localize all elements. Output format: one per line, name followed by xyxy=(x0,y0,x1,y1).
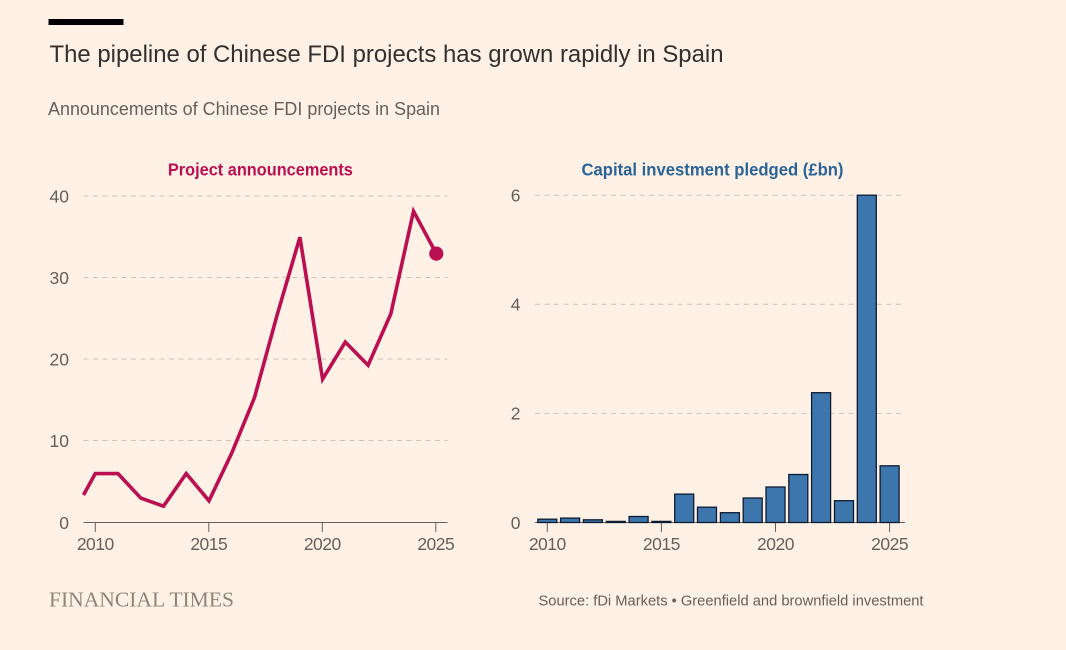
svg-text:40: 40 xyxy=(50,186,70,206)
svg-text:2020: 2020 xyxy=(757,534,795,554)
svg-text:The pipeline of Chinese FDI pr: The pipeline of Chinese FDI projects has… xyxy=(50,41,724,68)
svg-text:2025: 2025 xyxy=(871,534,908,554)
svg-text:6: 6 xyxy=(511,186,521,206)
svg-text:Source: fDi Markets • Greenfie: Source: fDi Markets • Greenfield and bro… xyxy=(539,594,924,610)
svg-text:20: 20 xyxy=(50,349,70,369)
svg-text:4: 4 xyxy=(511,295,521,315)
svg-text:FINANCIAL TIMES: FINANCIAL TIMES xyxy=(49,588,234,612)
svg-text:Project announcements: Project announcements xyxy=(168,159,353,179)
svg-text:30: 30 xyxy=(50,268,70,288)
svg-text:2015: 2015 xyxy=(643,534,680,554)
svg-text:2020: 2020 xyxy=(304,534,342,554)
svg-text:2010: 2010 xyxy=(529,534,567,554)
svg-text:0: 0 xyxy=(59,513,69,533)
svg-text:2010: 2010 xyxy=(77,534,115,554)
svg-text:Announcements of Chinese FDI p: Announcements of Chinese FDI projects in… xyxy=(48,98,440,119)
svg-text:Capital investment pledged (£b: Capital investment pledged (£bn) xyxy=(582,159,844,179)
svg-text:2: 2 xyxy=(511,404,521,424)
svg-text:0: 0 xyxy=(511,513,521,533)
svg-text:10: 10 xyxy=(50,431,70,451)
svg-text:2015: 2015 xyxy=(190,534,227,554)
svg-text:2025: 2025 xyxy=(417,534,454,554)
